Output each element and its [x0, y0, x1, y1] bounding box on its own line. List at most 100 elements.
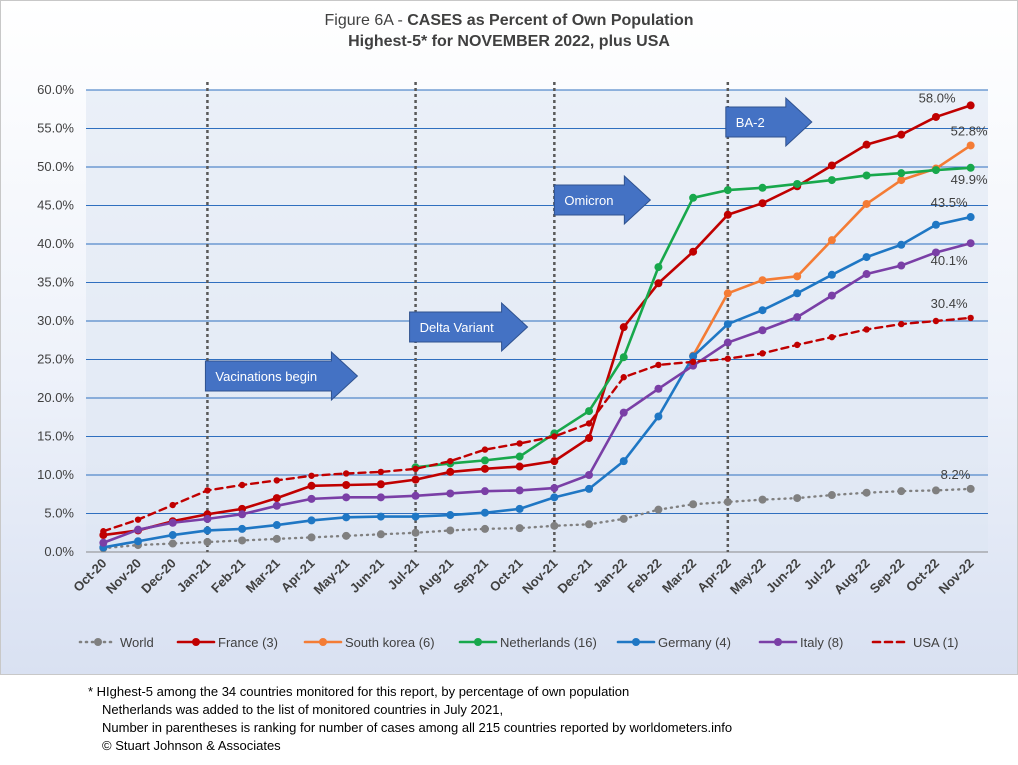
series-point [723, 289, 732, 298]
annotation-label: Omicron [564, 193, 613, 208]
series-point [654, 279, 663, 288]
series-point [585, 471, 594, 479]
end-value-label: 8.2% [941, 467, 971, 482]
annotation-arrow-shape [553, 174, 652, 226]
end-value-label: 49.9% [951, 172, 988, 187]
series-point [307, 481, 316, 490]
y-tick-label: 10.0% [37, 467, 74, 482]
series-point [862, 253, 871, 262]
x-tick-label: Oct-22 [903, 556, 942, 595]
series-point [793, 289, 802, 298]
legend-label: Italy (8) [800, 635, 843, 650]
series-point [342, 531, 351, 540]
legend-label: France (3) [218, 635, 278, 650]
series-point [376, 480, 385, 489]
series-point [689, 500, 698, 509]
x-tick-label: May-21 [311, 556, 353, 598]
series-point [862, 270, 871, 279]
series-point [619, 514, 628, 523]
footnote-2: Netherlands was added to the list of mon… [102, 702, 504, 717]
series-point [134, 525, 143, 534]
y-tick-label: 45.0% [37, 198, 74, 213]
series-point [515, 452, 524, 461]
x-tick-label: Nov-21 [519, 556, 560, 597]
legend-item: South korea (6) [303, 635, 435, 650]
legend-item: France (3) [176, 635, 278, 650]
end-value-label: 52.8% [951, 123, 988, 138]
legend-marker [192, 638, 200, 646]
series-point [168, 518, 177, 527]
series-point [272, 534, 281, 543]
series-point [480, 456, 489, 465]
chart-title: Figure 6A - CASES as Percent of Own Popu… [0, 10, 1018, 52]
legend-marker [632, 638, 640, 646]
x-tick-label: Jan-22 [590, 556, 630, 596]
series-point [238, 524, 247, 533]
series-point [758, 199, 767, 208]
y-tick-label: 55.0% [37, 121, 74, 136]
annotation-arrow: Vacinations begin [204, 350, 359, 402]
annotation-arrow-shape [409, 301, 529, 353]
series-point [619, 323, 628, 332]
series-point [272, 521, 281, 530]
series-point [897, 169, 906, 178]
end-value-label: 30.4% [931, 296, 968, 311]
series-point [654, 505, 663, 514]
series-point [966, 213, 975, 222]
series-point [723, 186, 732, 195]
series-point [897, 240, 906, 249]
series-point [551, 433, 558, 440]
series-point [619, 408, 628, 417]
series-point [723, 497, 732, 506]
series-point [619, 457, 628, 466]
series-point [862, 488, 871, 497]
series-point [793, 179, 802, 188]
series-point [862, 171, 871, 180]
x-tick-label: Mar-22 [659, 556, 699, 596]
x-tick-label: Apr-22 [694, 556, 734, 596]
series-point [689, 358, 697, 366]
series-line [102, 487, 972, 550]
series-point [689, 193, 698, 202]
y-tick-label: 25.0% [37, 352, 74, 367]
footnotes: * HIghest-5 among the 34 countries monit… [88, 683, 732, 755]
series-point [411, 491, 420, 500]
series-point [515, 462, 524, 471]
y-tick-label: 60.0% [37, 82, 74, 97]
series-point [863, 326, 870, 333]
series-point [272, 501, 281, 510]
series-point [931, 166, 940, 175]
annotation-arrow-shape [204, 350, 359, 402]
x-tick-label: Dec-20 [138, 556, 179, 597]
series-point [204, 487, 211, 494]
series-point [447, 457, 454, 465]
series-point [862, 199, 871, 208]
series-point [966, 163, 975, 172]
x-tick-label: Nov-20 [103, 556, 144, 597]
series-point [897, 487, 906, 496]
series-point [412, 465, 419, 473]
line-chart: 0.0% 5.0% 10.0% 15.0% 20.0% 25.0% 30.0% 35.0% 40… [37, 82, 988, 650]
series-point [446, 526, 455, 535]
legend-label: Netherlands (16) [500, 635, 597, 650]
series-point [827, 291, 836, 300]
legend-marker [94, 638, 102, 646]
series-point [932, 317, 940, 325]
series-point [134, 537, 143, 546]
end-value-label: 40.1% [931, 253, 968, 268]
x-tick-label: Dec-21 [554, 556, 595, 597]
y-tick-label: 15.0% [37, 429, 74, 444]
x-tick-label: Apr-21 [278, 556, 318, 596]
series-point [724, 355, 732, 362]
series-point [308, 472, 315, 479]
series-point [134, 516, 142, 523]
series-point [238, 481, 246, 489]
series-point [169, 501, 176, 509]
series-point [446, 467, 455, 476]
legend-marker [474, 638, 482, 646]
series-point [272, 494, 281, 503]
series-point [550, 457, 559, 466]
series-point [758, 183, 767, 192]
series-point [931, 112, 940, 121]
series-point [897, 261, 906, 270]
